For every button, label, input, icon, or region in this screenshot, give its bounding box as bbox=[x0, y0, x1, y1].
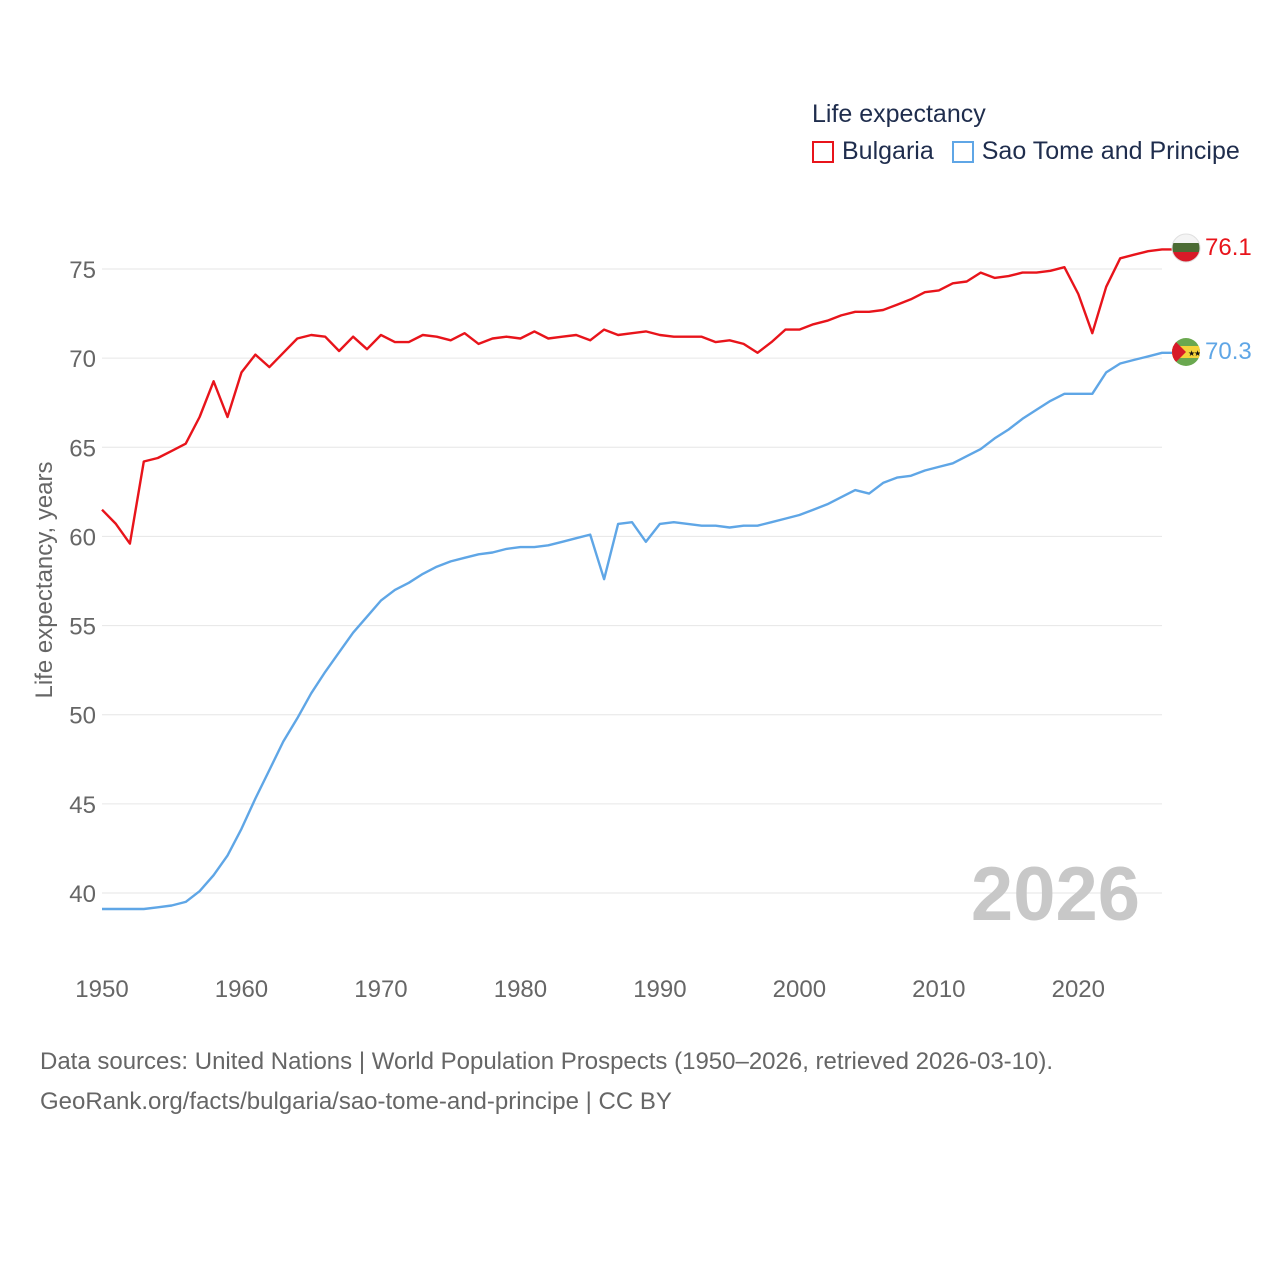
x-tick-label: 1960 bbox=[215, 976, 268, 1003]
y-tick-label: 75 bbox=[69, 257, 96, 284]
y-axis-label: Life expectancy, years bbox=[31, 461, 58, 698]
series-lines bbox=[101, 248, 1172, 911]
sao-tome-end-label: 70.3 bbox=[1205, 338, 1252, 365]
bulgaria-end-label: 76.1 bbox=[1205, 234, 1252, 261]
footer: Data sources: United Nations | World Pop… bbox=[40, 1042, 1053, 1122]
y-tick-label: 70 bbox=[69, 346, 96, 373]
y-tick-label: 55 bbox=[69, 614, 96, 641]
y-axis-ticks: 40 45 50 55 60 65 70 75 bbox=[69, 257, 96, 908]
x-axis-ticks: 1950 1960 1970 1980 1990 2000 2010 2020 bbox=[75, 976, 1105, 1003]
legend-title: Life expectancy bbox=[812, 100, 986, 128]
y-tick-label: 60 bbox=[69, 524, 96, 551]
legend-label-sao-tome: Sao Tome and Principe bbox=[981, 137, 1240, 165]
gridlines bbox=[102, 268, 1162, 894]
legend: Life expectancy Bulgaria Sao Tome and Pr… bbox=[812, 100, 1258, 166]
y-tick-label: 45 bbox=[69, 792, 96, 819]
y-tick-label: 40 bbox=[69, 881, 96, 908]
x-tick-label: 2020 bbox=[1052, 976, 1105, 1003]
y-tick-label: 50 bbox=[69, 703, 96, 730]
year-watermark: 2026 bbox=[971, 852, 1140, 937]
data-sources-text: Data sources: United Nations | World Pop… bbox=[40, 1048, 1054, 1075]
legend-label-bulgaria: Bulgaria bbox=[842, 137, 934, 165]
x-tick-label: 2000 bbox=[773, 976, 826, 1003]
x-tick-label: 1980 bbox=[494, 976, 547, 1003]
attribution-link[interactable]: GeoRank.org/facts/bulgaria/sao-tome-and-… bbox=[40, 1088, 672, 1115]
x-tick-label: 1970 bbox=[354, 976, 407, 1003]
line-chart: 40 45 50 55 60 65 70 75 1950 1960 1970 1980 1990 200… bbox=[31, 233, 1252, 1003]
svg-text:★: ★ bbox=[1188, 349, 1195, 358]
legend-item-sao-tome[interactable]: Sao Tome and Principe bbox=[951, 137, 1240, 166]
sao-tome-flag-icon: ★ ★ bbox=[1172, 338, 1201, 366]
sao-tome-swatch bbox=[951, 140, 974, 163]
x-tick-label: 1990 bbox=[633, 976, 686, 1003]
legend-item-bulgaria[interactable]: Bulgaria bbox=[812, 137, 934, 166]
svg-text:★: ★ bbox=[1194, 349, 1201, 358]
x-tick-label: 2010 bbox=[912, 976, 965, 1003]
bulgaria-swatch bbox=[812, 140, 834, 163]
series-line-sao-tome bbox=[102, 351, 1172, 911]
series-line-bulgaria bbox=[101, 248, 1172, 545]
y-tick-label: 65 bbox=[69, 435, 96, 462]
bulgaria-flag-icon bbox=[1172, 234, 1200, 262]
x-tick-label: 1950 bbox=[75, 976, 128, 1003]
